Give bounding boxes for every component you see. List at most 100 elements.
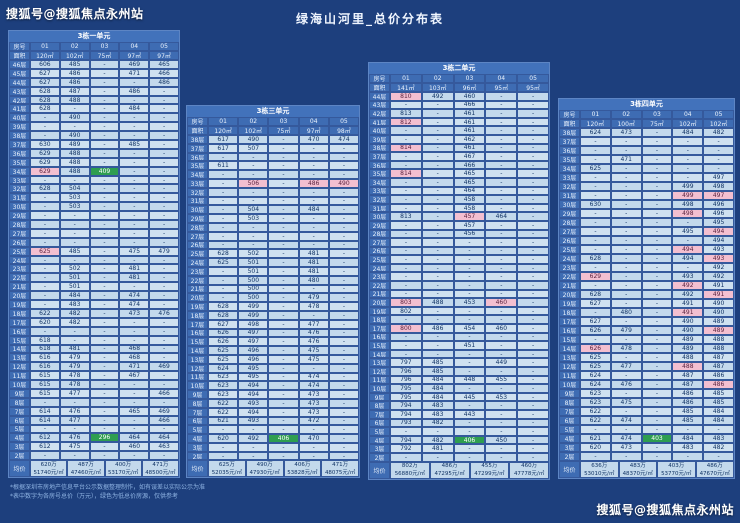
price-cell: 796 [390,367,422,376]
price-cell: 476 [610,380,642,389]
floor-cell: 27层 [369,238,390,247]
price-cell: - [390,152,422,161]
price-cell: - [268,196,299,206]
price-cell: 473 [298,390,329,399]
price-cell: - [517,220,549,230]
price-cell: - [268,214,299,223]
price-cell: - [421,152,454,161]
price-cell: 498 [703,182,734,191]
price-cell: - [119,282,150,292]
price-cell: - [453,281,486,290]
price-cell: 628 [208,249,239,259]
price-cell: - [298,222,329,232]
price-cell: - [485,143,518,153]
price-cell: - [238,425,269,435]
floor-cell: 20层 [559,290,580,299]
floor-cell: 6层 [369,418,390,428]
column-header: 01 [390,74,422,83]
price-cell: - [268,319,299,329]
table-row: 33层 - - - - - [9,175,179,185]
price-cell: 625 [580,164,611,173]
price-cell: 625 [580,353,611,362]
price-cell: 628 [208,310,239,320]
price-cell: - [328,337,360,347]
price-cell: 485 [119,140,150,149]
column-header: 03 [641,110,673,119]
table-row: 7层 622 494-473- [187,407,360,417]
price-cell: - [485,349,518,359]
price-cell: - [89,228,120,238]
price-cell: 471 [119,68,150,78]
table-row: 44层 627 486- -486 [9,77,179,87]
price-cell: 622 [580,416,611,425]
table-row: 13层 625 496-475- [187,354,360,364]
price-cell: 618 [30,344,60,354]
price-cell: - [149,113,179,123]
table-row: 22层 - - - - - [369,281,549,290]
price-cell: 487 [703,353,734,362]
price-cell: 481 [119,273,150,283]
price-cell: - [421,332,454,342]
price-cell: - [390,452,422,462]
price-cell: - [517,177,549,187]
price-cell: - [485,409,518,419]
table-row: 28层 - -456- - [369,229,549,239]
table-row: 28层 - - - -495 [559,218,734,227]
price-cell: - [703,137,734,146]
price-cell: - [517,160,549,170]
price-cell: 465 [149,60,179,69]
price-cell: - [149,237,179,247]
avg-price-cell: 471万 48075元/㎡ [321,460,359,478]
price-cell: 498 [672,209,704,218]
price-cell: - [517,392,549,402]
table-row: 15层 626 497-476- [187,337,360,347]
price-cell: 491 [703,290,734,299]
price-cell: - [672,425,704,434]
price-cell: - [517,444,549,453]
table-row: 44层 810 492 460- - [369,92,549,101]
price-cell: - [59,104,90,114]
price-cell: - [298,442,329,452]
price-cell: - [453,384,486,393]
price-cell: - [149,157,179,167]
price-cell: - [517,186,549,196]
table-row: 9层 615 477- -466 [9,388,179,398]
price-cell: 794 [390,409,422,419]
price-cell: - [485,452,518,462]
table-row: 15层 618- - - - [9,335,179,345]
price-cell: 460 [119,442,150,452]
table-row: 18层 628 499- - - [187,310,360,320]
floor-cell: 16层 [369,332,390,342]
price-cell: - [208,266,239,276]
price-cell: 406 [268,434,299,443]
price-cell: - [641,146,673,155]
price-cell: 621 [208,416,239,426]
price-cell: 475 [298,354,329,364]
price-cell: - [59,228,90,238]
floor-cell: 41层 [369,117,390,127]
floor-cell: 22层 [187,275,208,285]
price-cell: - [485,272,518,282]
floor-cell: 36层 [187,152,208,162]
price-cell: - [517,375,549,385]
table-row: 16层 626 479-490 489 [559,326,734,335]
table-row: 31层 -503- - - [9,193,179,203]
table-row: 46层 606 485-469 465 [9,60,179,69]
price-cell: - [119,237,150,247]
floor-cell: 28层 [559,218,580,227]
price-cell: 469 [149,406,179,416]
floor-cell: 19层 [559,299,580,308]
table-row: 23层 -501-481- [187,266,360,276]
price-cell: - [238,170,269,179]
table-row: 42层 628 488- - - [9,95,179,105]
price-cell: - [149,140,179,149]
price-cell: - [390,177,422,187]
table-row: 32层 - - - - - [187,187,360,197]
column-header: 02 [610,110,642,119]
price-cell: - [421,229,454,239]
floor-cell: 26层 [559,236,580,245]
price-cell: - [119,228,150,238]
floor-cell: 16层 [559,326,580,335]
price-cell: - [89,60,120,69]
price-cell: 620 [30,317,60,327]
